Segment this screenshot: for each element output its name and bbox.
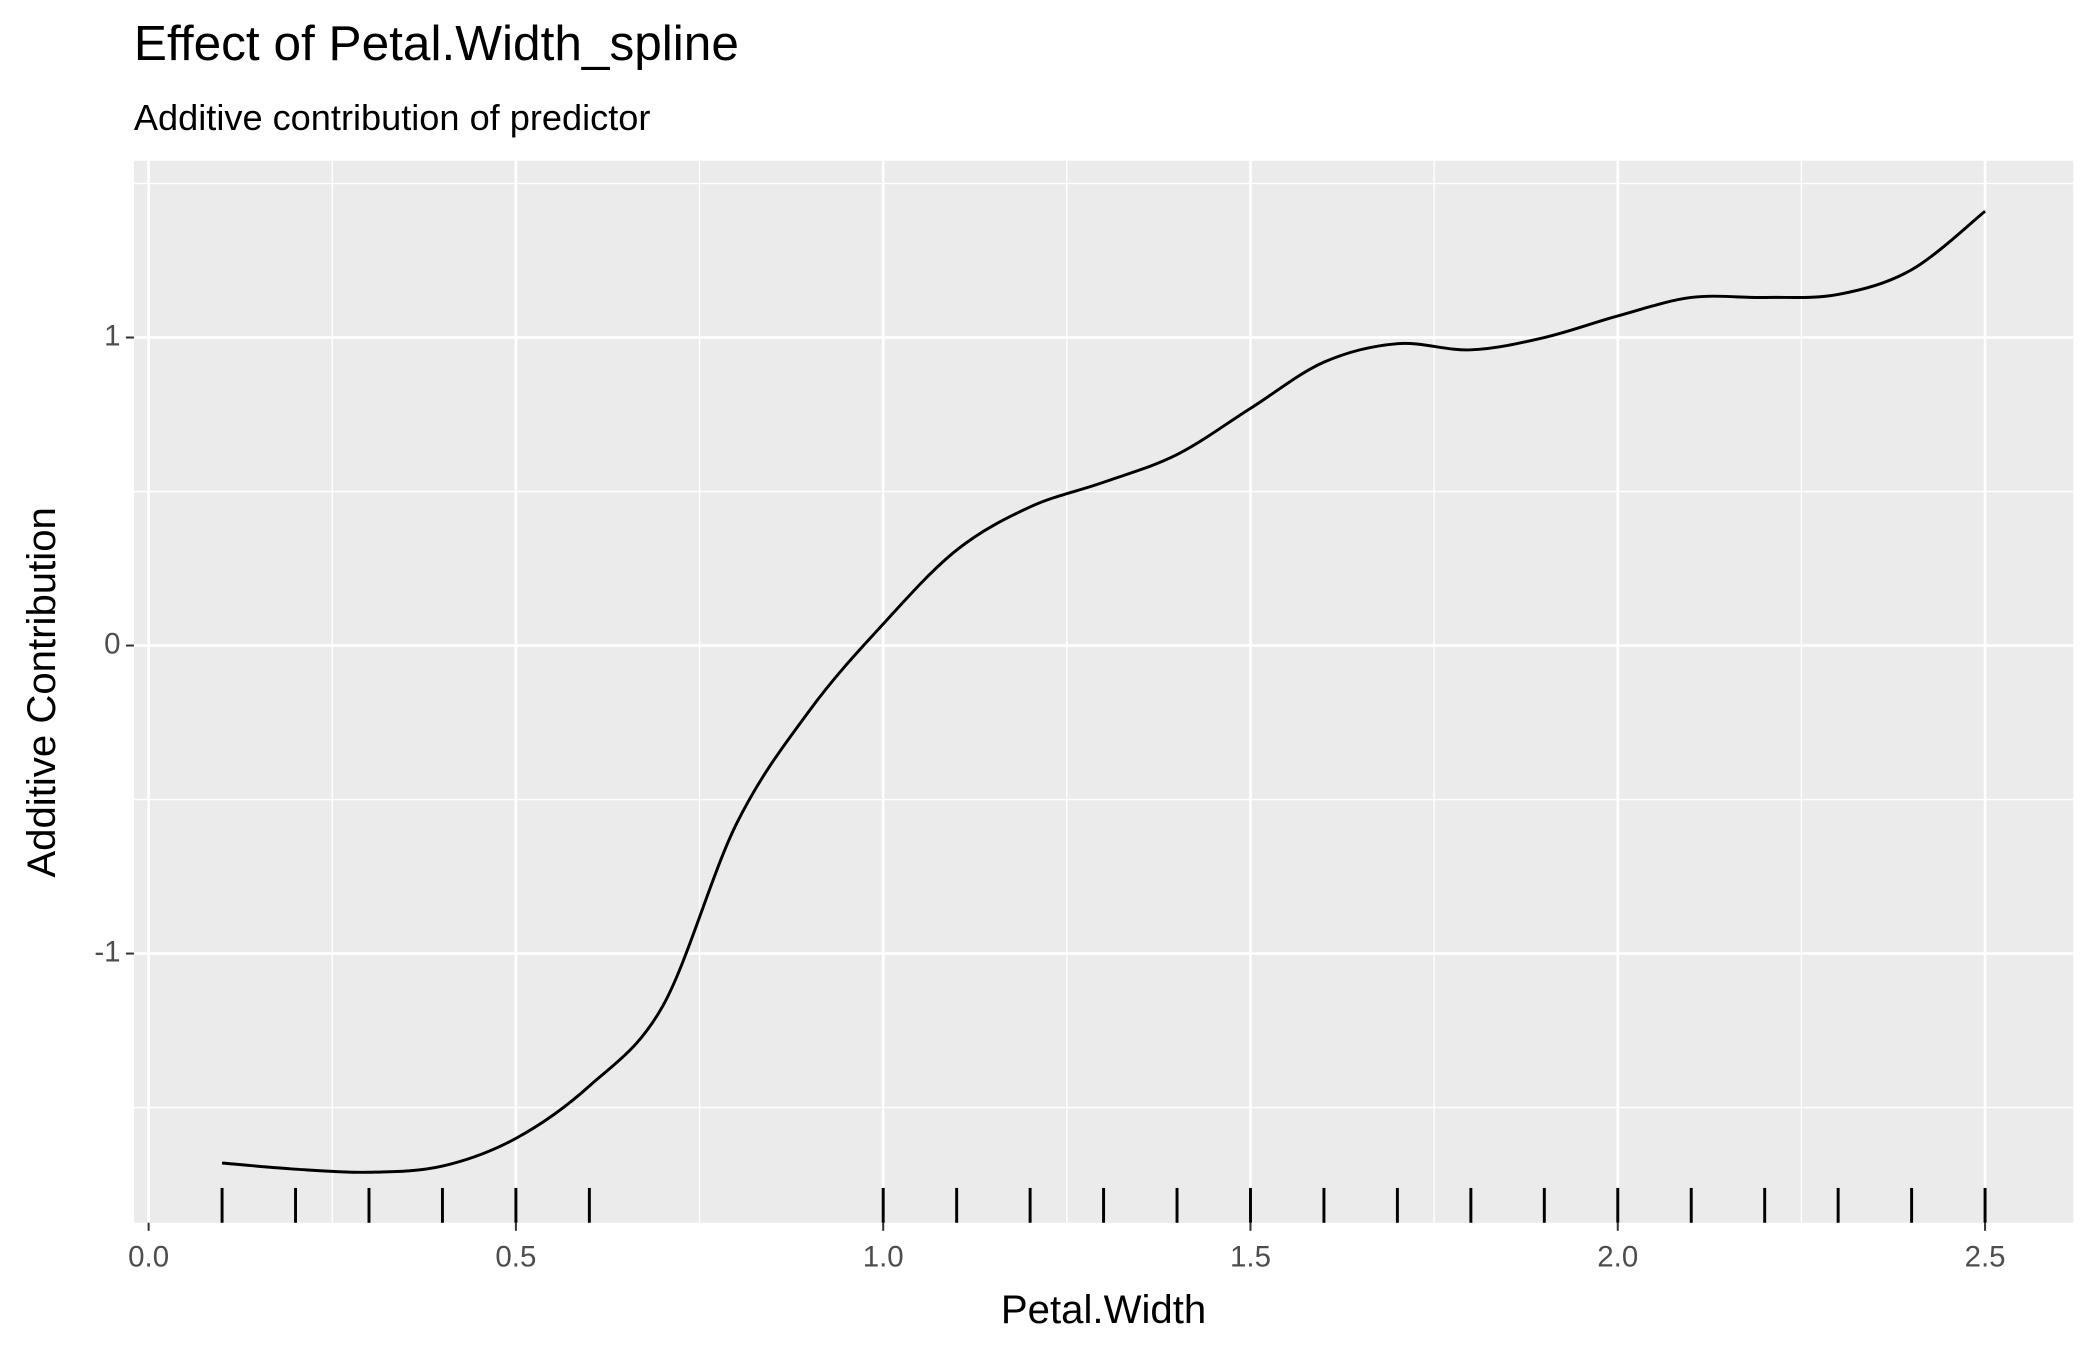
x-axis-title: Petal.Width [1001, 1287, 1206, 1332]
y-tick-label: 1 [104, 319, 120, 352]
y-tick-label: -1 [94, 935, 120, 968]
x-tick-label: 2.5 [1965, 1241, 2006, 1274]
x-tick-label: 0.0 [128, 1241, 169, 1274]
y-tick-label: 0 [104, 627, 120, 660]
x-tick-label: 1.5 [1230, 1241, 1271, 1274]
x-tick-label: 0.5 [495, 1241, 536, 1274]
effect-line [221, 210, 1986, 1174]
x-tick-label: 1.0 [863, 1241, 904, 1274]
chart-subtitle: Additive contribution of predictor [134, 97, 651, 138]
plot-panel [133, 160, 2074, 1223]
chart-title: Effect of Petal.Width_spline [134, 15, 739, 71]
x-tick-label: 2.0 [1597, 1241, 1638, 1274]
y-axis-title: Additive Contribution [19, 507, 64, 878]
